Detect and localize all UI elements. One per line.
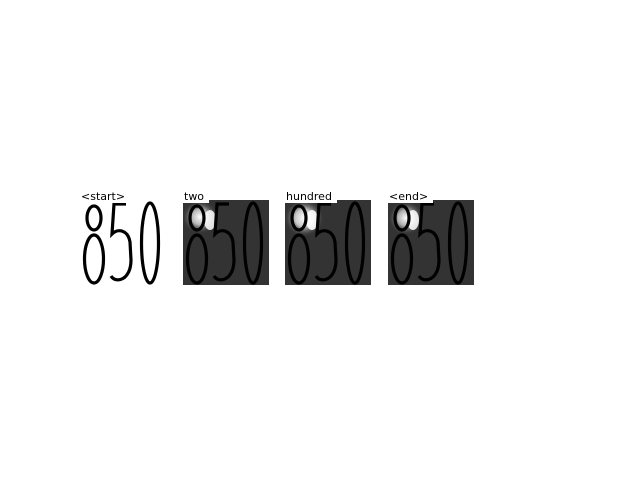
- panel-end: <end>: [384, 190, 474, 285]
- digit-image-attention: [183, 200, 269, 285]
- panel-start: <start>: [76, 190, 166, 285]
- panel-two: two: [179, 190, 269, 285]
- panel-hundred: hundred: [281, 190, 371, 285]
- panel-label: <end>: [384, 190, 434, 203]
- panel-label: <start>: [76, 190, 131, 203]
- digit-image-source: [80, 200, 166, 285]
- panel-label: hundred: [281, 190, 337, 203]
- digit-image-attention: [285, 200, 371, 285]
- panel-label: two: [179, 190, 210, 203]
- digit-image-attention: [388, 200, 474, 285]
